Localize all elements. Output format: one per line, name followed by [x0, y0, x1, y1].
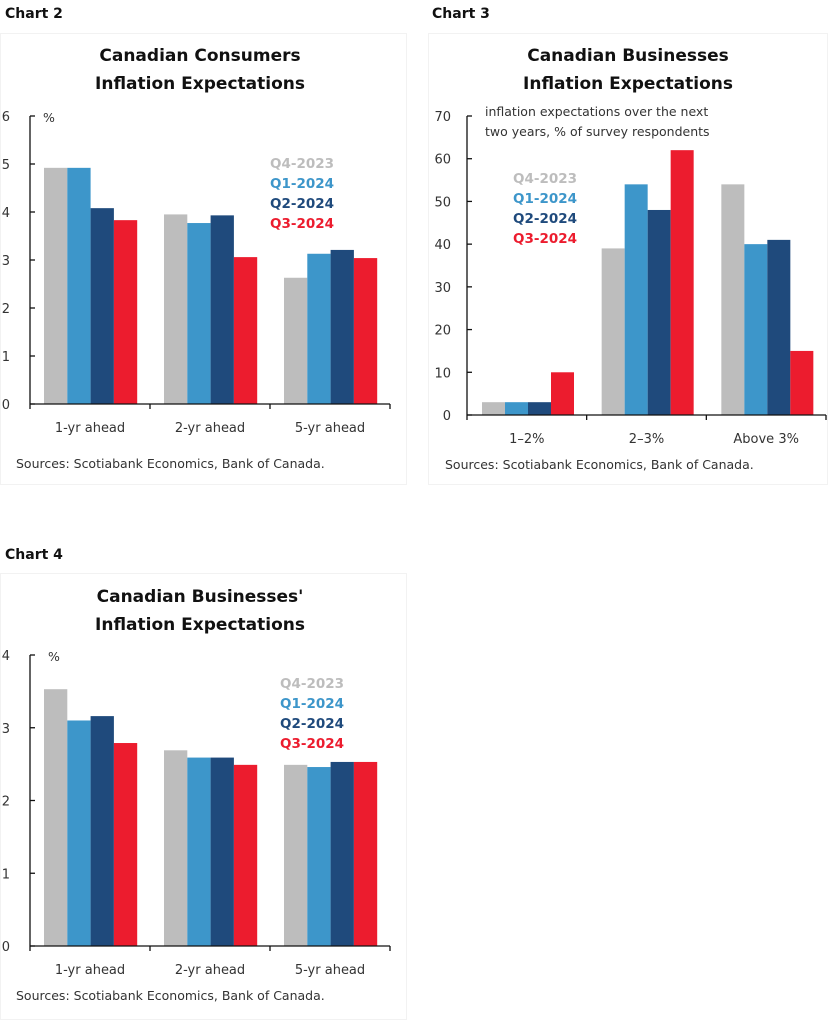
chart-4-source-note: Sources: Scotiabank Economics, Bank of C… — [16, 988, 325, 1003]
chart-3-legend-entry: Q3-2024 — [513, 231, 577, 247]
chart-3-legend-entry: Q1-2024 — [513, 191, 577, 207]
chart-2-bar-q4-2023-0 — [44, 167, 68, 404]
chart-4-bar-q4-2023-2 — [284, 764, 308, 946]
chart-3-bar-q2-2024-2 — [767, 239, 791, 415]
chart-2-y-tick-label: 4 — [2, 206, 10, 221]
chart-2-bar-q3-2024-0 — [113, 220, 138, 404]
chart-4-bar-q4-2023-1 — [164, 750, 188, 946]
chart-2-y-tick-label: 5 — [2, 158, 10, 173]
chart-4-bar-q3-2024-2 — [353, 761, 378, 946]
chart-4-legend-entry: Q4-2023 — [280, 676, 344, 692]
chart-4-y-tick-label: 3 — [2, 722, 10, 737]
chart-2-y-unit-label: % — [43, 110, 55, 125]
chart-4-title-line: Inflation Expectations — [95, 615, 305, 635]
chart-4-bar-q2-2024-1 — [210, 757, 234, 946]
chart-2-panel — [0, 33, 407, 485]
chart-2-bar-q2-2024-0 — [90, 208, 114, 404]
chart-4-x-tick-label: 5-yr ahead — [295, 963, 365, 978]
chart-3-bar-q2-2024-1 — [647, 209, 671, 415]
chart-3-bar-q4-2023-2 — [721, 184, 745, 415]
chart-3-y-tick-label: 20 — [434, 324, 451, 339]
chart-4-bar-q1-2024-0 — [67, 720, 91, 946]
chart-4-bar-q1-2024-1 — [187, 757, 211, 946]
chart-3-y-tick-label: 40 — [434, 238, 451, 253]
chart-4-bar-q3-2024-1 — [233, 764, 258, 946]
chart-3-bar-q4-2023-1 — [601, 248, 625, 415]
chart-4-y-unit-label: % — [48, 649, 60, 664]
chart-4-panel — [0, 573, 407, 1020]
chart-4-bar-q2-2024-0 — [90, 716, 114, 946]
chart-2-x-tick-label: 1-yr ahead — [55, 421, 125, 436]
chart-4-y-tick-label: 0 — [2, 940, 10, 955]
chart-3-bar-q1-2024-0 — [505, 402, 528, 415]
chart-4-label: Chart 4 — [5, 547, 63, 563]
chart-3-subtitle-line: two years, % of survey respondents — [485, 124, 710, 139]
chart-4-y-tick-label: 1 — [2, 867, 10, 882]
chart-3-y-tick-label: 70 — [434, 110, 451, 125]
chart-2-y-tick-label: 1 — [2, 350, 10, 365]
chart-2-y-tick-label: 2 — [2, 302, 10, 317]
chart-3-y-tick-label: 30 — [434, 281, 451, 296]
chart-3-bar-q4-2023-0 — [482, 402, 505, 415]
chart-3-legend-entry: Q4-2023 — [513, 171, 577, 187]
chart-4-y-tick-label: 4 — [2, 649, 10, 664]
chart-3-x-tick-label: 2–3% — [629, 432, 664, 447]
chart-3-source-note: Sources: Scotiabank Economics, Bank of C… — [445, 457, 754, 472]
chart-4-x-tick-label: 2-yr ahead — [175, 963, 245, 978]
chart-3-bar-q1-2024-1 — [624, 184, 648, 415]
chart-3-y-tick-label: 0 — [443, 409, 451, 424]
chart-3-bar-q3-2024-0 — [551, 372, 574, 415]
chart-4-title-line: Canadian Businesses' — [97, 587, 304, 607]
chart-4-legend-entry: Q1-2024 — [280, 696, 344, 712]
chart-3-y-tick-label: 10 — [434, 366, 451, 381]
chart-3-bar-q3-2024-2 — [790, 350, 814, 415]
chart-2-bar-q1-2024-2 — [307, 253, 331, 404]
chart-4-bar-q3-2024-0 — [113, 743, 138, 946]
chart-2-source-note: Sources: Scotiabank Economics, Bank of C… — [16, 456, 325, 471]
chart-4-bar-q2-2024-2 — [330, 761, 354, 946]
chart-3-title-line: Inflation Expectations — [523, 74, 733, 94]
chart-3-y-tick-label: 50 — [434, 195, 451, 210]
chart-2-bar-q3-2024-2 — [353, 258, 378, 404]
chart-3-bar-q3-2024-1 — [670, 150, 694, 415]
chart-4-bar-q4-2023-0 — [44, 689, 68, 946]
chart-4-y-tick-label: 2 — [2, 795, 10, 810]
chart-2-bar-q3-2024-1 — [233, 257, 258, 404]
chart-3-legend-entry: Q2-2024 — [513, 211, 577, 227]
chart-2-bar-q2-2024-2 — [330, 249, 354, 404]
chart-2-y-tick-label: 0 — [2, 398, 10, 413]
chart-4-legend-entry: Q3-2024 — [280, 736, 344, 752]
chart-2-legend-entry: Q1-2024 — [270, 176, 334, 192]
chart-3-y-tick-label: 60 — [434, 153, 451, 168]
chart-2-legend-entry: Q2-2024 — [270, 196, 334, 212]
chart-2-bar-q4-2023-2 — [284, 277, 308, 404]
chart-2-bar-q4-2023-1 — [164, 214, 188, 404]
chart-2-x-tick-label: 2-yr ahead — [175, 421, 245, 436]
chart-2-bar-q1-2024-0 — [67, 167, 91, 404]
chart-3-x-tick-label: 1–2% — [509, 432, 544, 447]
chart-2-label: Chart 2 — [5, 6, 63, 22]
chart-3-bar-q1-2024-2 — [744, 244, 768, 415]
chart-2-y-tick-label: 3 — [2, 254, 10, 269]
chart-4-legend-entry: Q2-2024 — [280, 716, 344, 732]
chart-3-title-line: Canadian Businesses — [527, 46, 729, 66]
chart-3-bar-q2-2024-0 — [528, 402, 551, 415]
chart-2-x-tick-label: 5-yr ahead — [295, 421, 365, 436]
chart-2-y-tick-label: 6 — [2, 110, 10, 125]
chart-2-title-line: Inflation Expectations — [95, 74, 305, 94]
chart-2-legend-entry: Q4-2023 — [270, 156, 334, 172]
chart-2-bar-q2-2024-1 — [210, 215, 234, 404]
chart-2-title-line: Canadian Consumers — [99, 46, 300, 66]
chart-4-bar-q1-2024-2 — [307, 767, 331, 946]
chart-4-x-tick-label: 1-yr ahead — [55, 963, 125, 978]
chart-2-bar-q1-2024-1 — [187, 223, 211, 404]
chart-3-label: Chart 3 — [432, 6, 490, 22]
chart-3-x-tick-label: Above 3% — [733, 432, 799, 447]
chart-3-subtitle-line: inflation expectations over the next — [485, 104, 708, 119]
chart-2-legend-entry: Q3-2024 — [270, 216, 334, 232]
